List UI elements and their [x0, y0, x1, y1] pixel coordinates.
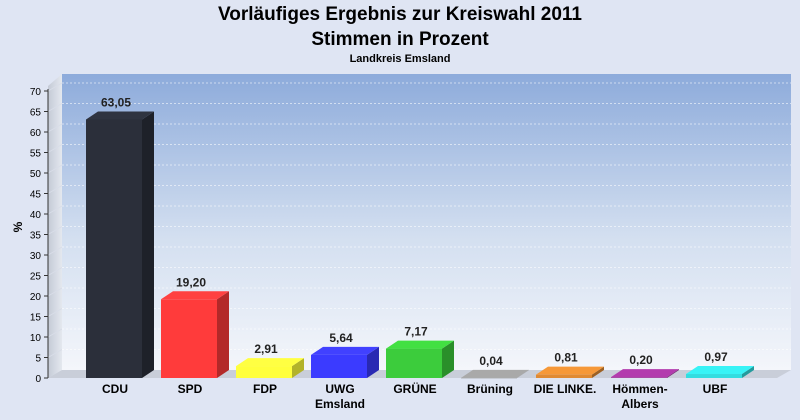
bar-3 — [311, 346, 379, 378]
y-tick-label: 60 — [30, 128, 42, 139]
bar-side — [517, 369, 529, 378]
y-tick-label: 50 — [30, 169, 42, 180]
bar-2 — [236, 358, 304, 378]
bar-front — [611, 377, 667, 378]
bar-top — [311, 346, 379, 355]
bar-top — [236, 358, 304, 367]
y-tick-label: 20 — [30, 292, 42, 303]
bar-front — [536, 374, 592, 378]
bar-top — [686, 366, 754, 375]
bar-5 — [461, 369, 529, 379]
bar-value-label: 0,97 — [704, 350, 728, 364]
bar-front — [311, 354, 367, 378]
bar-side — [217, 291, 229, 378]
y-axis-label: % — [11, 221, 25, 232]
plot-side-wall — [48, 74, 62, 378]
bar-top — [611, 369, 679, 378]
bar-front — [236, 366, 292, 378]
bar-side — [667, 369, 679, 378]
bar-front — [686, 374, 742, 378]
bar-side — [592, 366, 604, 378]
bar-top — [386, 340, 454, 349]
bar-6 — [536, 366, 604, 378]
chart-subtitle: Stimmen in Prozent — [311, 29, 489, 50]
bar-value-label: 19,20 — [176, 275, 206, 289]
bar-side — [442, 340, 454, 378]
x-tick-label: SPD — [178, 382, 203, 396]
grid-line — [47, 349, 63, 358]
grid-line — [47, 328, 63, 338]
y-tick-label: 25 — [30, 272, 42, 283]
x-tick-label: Hömmen- — [612, 382, 667, 396]
bar-side — [742, 366, 754, 378]
grid-line — [47, 103, 63, 112]
y-tick-label: 35 — [30, 231, 42, 242]
bar-0 — [86, 111, 154, 379]
x-tick-label: Albers — [621, 397, 659, 411]
y-tick-label: 15 — [30, 313, 42, 324]
bar-top — [86, 111, 154, 120]
x-tick-label: GRÜNE — [393, 381, 436, 396]
grid-line — [47, 246, 63, 256]
bar-side — [142, 111, 154, 379]
grid-line — [47, 185, 63, 194]
y-tick-label: 40 — [30, 210, 42, 221]
bar-value-label: 2,91 — [254, 342, 278, 356]
bar-value-label: 0,04 — [479, 354, 503, 368]
x-tick-label: UBF — [703, 382, 728, 396]
grid-line — [47, 164, 63, 174]
bar-side — [367, 346, 379, 378]
y-tick-label: 0 — [35, 374, 41, 385]
bar-front — [161, 299, 217, 378]
grid-line — [47, 123, 63, 133]
bar-1 — [161, 291, 229, 378]
bar-front — [461, 377, 517, 379]
x-tick-label: CDU — [102, 382, 128, 396]
y-tick-label: 5 — [35, 354, 41, 365]
bar-side — [292, 358, 304, 378]
bar-7 — [611, 369, 679, 378]
bar-4 — [386, 340, 454, 378]
grid-line — [47, 308, 63, 317]
x-tick-label: FDP — [253, 382, 277, 396]
bar-front — [386, 348, 442, 378]
grid-line — [47, 144, 63, 153]
bar-top — [536, 366, 604, 375]
bar-value-label: 63,05 — [101, 95, 131, 109]
bar-value-label: 0,81 — [554, 351, 578, 365]
bar-top — [161, 291, 229, 300]
x-tick-label: DIE LINKE. — [534, 382, 597, 396]
grid-line — [47, 287, 63, 297]
chart-title: Vorläufiges Ergebnis zur Kreiswahl 2011 — [218, 4, 582, 25]
x-tick-label: Emsland — [315, 397, 365, 411]
bar-front — [86, 119, 142, 379]
grid-line — [47, 205, 63, 215]
bar-value-label: 5,64 — [329, 331, 353, 345]
y-tick-label: 65 — [30, 108, 42, 119]
bar-top — [461, 369, 529, 378]
x-tick-label: Brüning — [467, 382, 513, 396]
bar-value-label: 0,20 — [629, 353, 653, 367]
bar-value-label: 7,17 — [404, 325, 428, 339]
y-tick-label: 10 — [30, 333, 42, 344]
x-tick-label: UWG — [325, 382, 354, 396]
y-tick-label: 30 — [30, 251, 42, 262]
y-tick-label: 55 — [30, 149, 42, 160]
chart-caption: Landkreis Emsland — [349, 53, 451, 65]
y-tick-label: 45 — [30, 190, 42, 201]
grid-line — [47, 267, 63, 276]
grid-line — [47, 82, 63, 92]
y-tick-label: 70 — [30, 87, 42, 98]
bar-8 — [686, 366, 754, 378]
grid-line — [47, 226, 63, 235]
